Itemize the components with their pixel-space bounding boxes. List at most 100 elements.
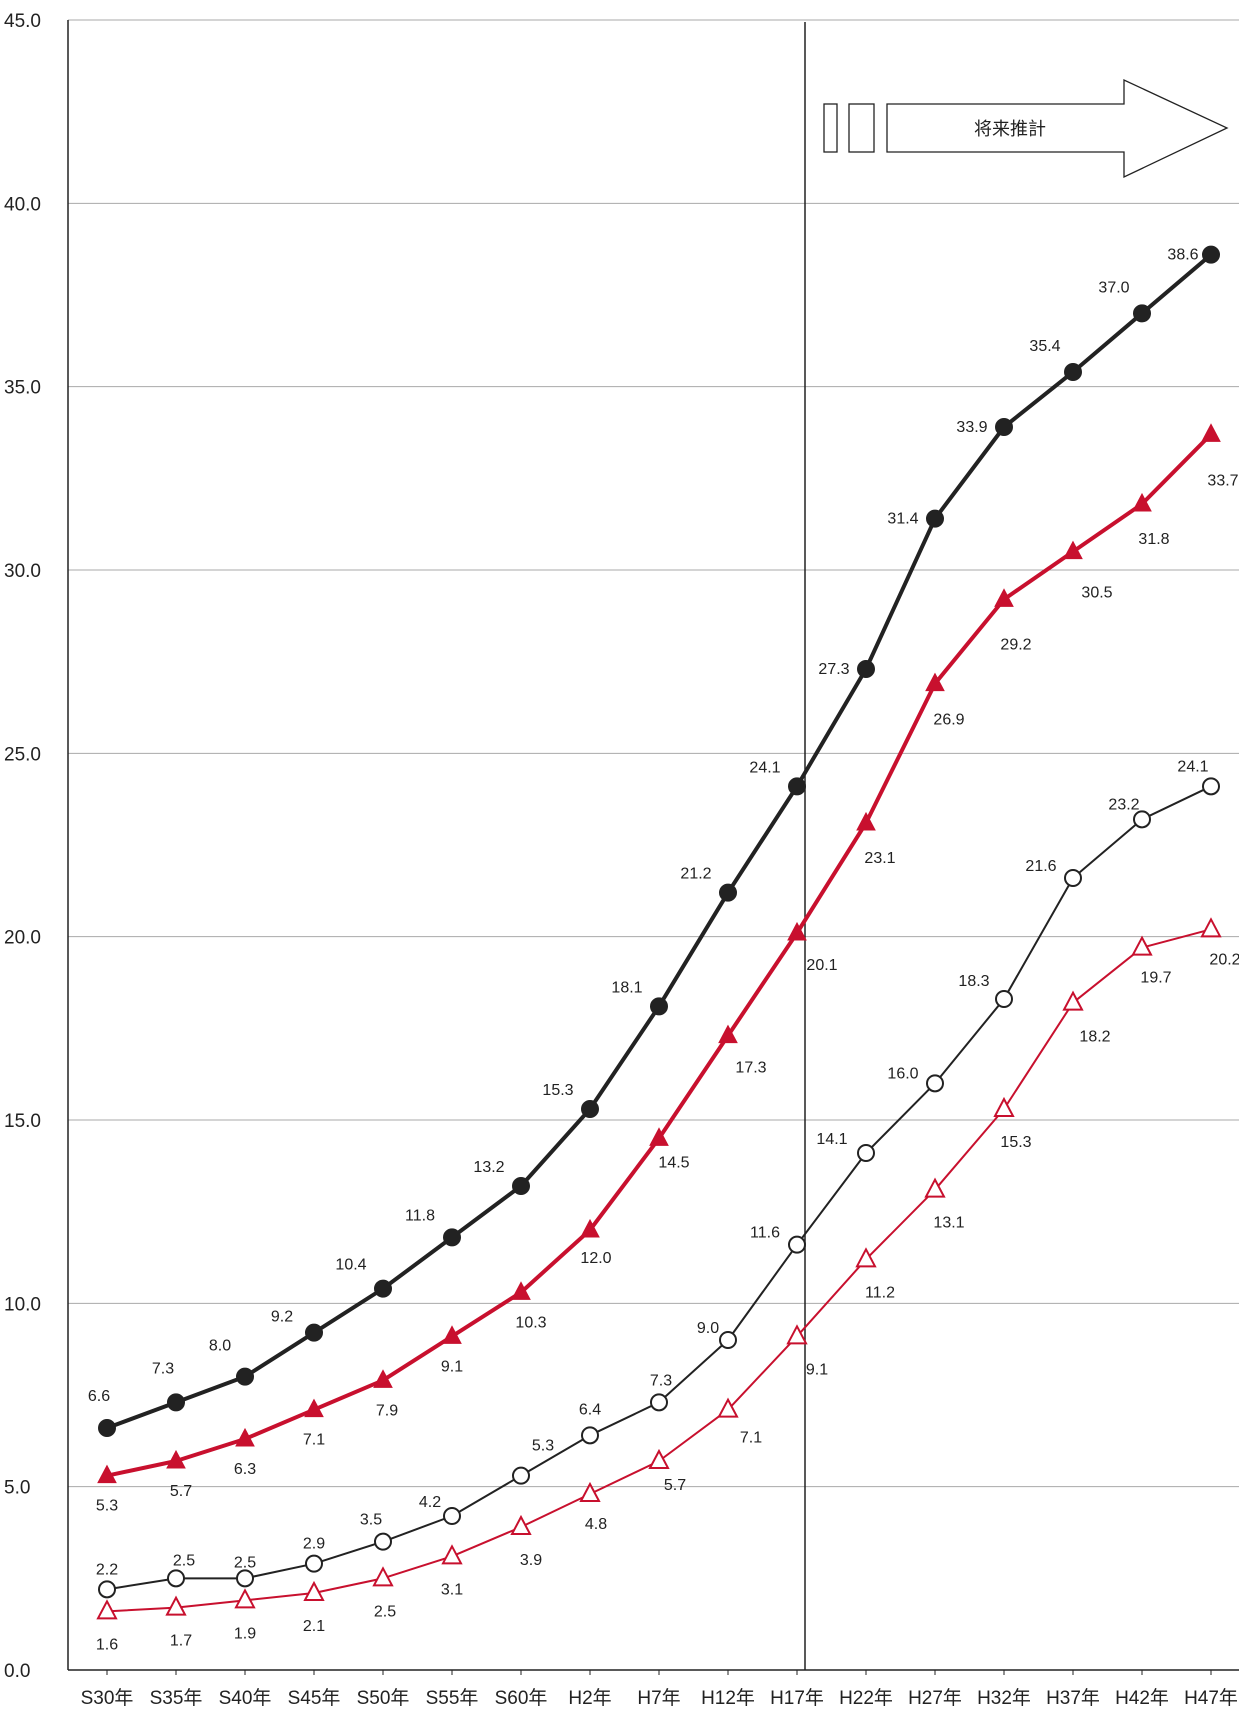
data-label: 38.6 — [1167, 247, 1198, 264]
data-label: 24.1 — [1177, 758, 1208, 775]
x-tick-label: S55年 — [426, 1687, 479, 1708]
data-label: 12.0 — [580, 1250, 611, 1267]
x-tick-label: H7年 — [637, 1687, 680, 1708]
data-label: 21.2 — [680, 866, 711, 883]
projection-arrow — [886, 78, 1229, 179]
projection-arrow-bar — [848, 103, 875, 153]
data-point — [305, 1554, 323, 1573]
data-point — [512, 1177, 530, 1195]
data-point — [648, 1448, 670, 1469]
x-tick-label: S40年 — [219, 1687, 272, 1708]
data-point — [373, 1369, 393, 1388]
data-label: 18.2 — [1079, 1029, 1110, 1046]
data-label: 6.3 — [234, 1461, 256, 1478]
series-group — [96, 245, 1222, 1620]
data-point — [97, 1464, 117, 1484]
data-label: 9.2 — [271, 1309, 293, 1326]
data-point — [650, 997, 668, 1016]
x-tick-label: S35年 — [150, 1687, 203, 1708]
data-point — [1202, 777, 1220, 796]
data-point — [98, 1580, 116, 1599]
data-point — [165, 1595, 187, 1616]
data-label: 33.7 — [1207, 472, 1238, 489]
x-tick-label: H37年 — [1046, 1687, 1100, 1708]
series-line — [106, 928, 1212, 1613]
data-label: 2.2 — [96, 1561, 118, 1578]
data-label: 31.4 — [887, 511, 918, 528]
data-point — [167, 1569, 185, 1588]
data-point — [305, 1323, 323, 1342]
x-tick-label: S50年 — [357, 1687, 410, 1708]
data-label: 14.1 — [816, 1131, 847, 1148]
data-label: 27.3 — [818, 661, 849, 678]
data-label: 18.1 — [611, 979, 642, 996]
series-line — [106, 253, 1213, 1430]
data-point — [786, 1324, 808, 1345]
data-label: 7.9 — [376, 1402, 398, 1419]
data-point — [926, 1074, 944, 1093]
data-point — [717, 1397, 739, 1418]
data-point — [236, 1367, 254, 1386]
data-label: 11.8 — [405, 1207, 435, 1224]
data-point — [1201, 423, 1221, 442]
y-tick-label: 20.0 — [4, 928, 41, 949]
data-label: 2.9 — [303, 1536, 325, 1553]
y-tick-label: 5.0 — [4, 1478, 30, 1499]
x-tick-label: S60年 — [495, 1687, 548, 1708]
data-label: 33.9 — [956, 419, 987, 436]
data-point — [650, 1393, 668, 1412]
data-label: 5.7 — [664, 1477, 686, 1494]
data-label: 23.1 — [864, 850, 895, 867]
data-label: 1.9 — [234, 1625, 256, 1642]
data-point — [234, 1588, 256, 1609]
x-tick-label: H12年 — [701, 1687, 755, 1708]
data-point — [580, 1218, 600, 1238]
data-point — [372, 1566, 394, 1587]
data-point — [1131, 935, 1153, 956]
data-label: 5.7 — [170, 1483, 192, 1500]
data-label: 37.0 — [1098, 279, 1129, 296]
data-label: 20.1 — [806, 957, 837, 974]
data-labels: 6.6 7.3 8.0 9.2 10.4 11.8 13.2 15.3 18.1 21.2 24.1… — [88, 247, 1239, 1654]
data-label: 3.1 — [441, 1581, 463, 1598]
data-point — [926, 509, 944, 528]
data-point — [995, 990, 1013, 1008]
data-label: 21.6 — [1025, 858, 1056, 875]
data-label: 13.2 — [473, 1159, 504, 1176]
data-point — [788, 1235, 806, 1254]
x-tick-label: S30年 — [81, 1687, 134, 1708]
x-tick-label: H17年 — [770, 1687, 824, 1708]
data-point — [303, 1580, 325, 1601]
data-label: 3.9 — [520, 1552, 542, 1569]
data-point — [1133, 304, 1151, 323]
data-point — [994, 588, 1014, 607]
data-point — [1133, 810, 1151, 829]
data-point — [442, 1325, 462, 1344]
data-label: 11.2 — [865, 1284, 895, 1301]
projection-arrow-bar — [823, 103, 838, 153]
y-tick-label: 0.0 — [4, 1661, 30, 1682]
data-label: 10.3 — [515, 1314, 546, 1331]
data-point — [443, 1507, 461, 1525]
data-label: 4.2 — [419, 1494, 441, 1511]
y-tick-label: 40.0 — [4, 194, 41, 215]
data-point — [856, 811, 876, 831]
x-tick-label: H42年 — [1115, 1687, 1169, 1708]
data-point — [374, 1279, 392, 1298]
data-label: 23.2 — [1108, 796, 1139, 813]
data-point — [649, 1127, 669, 1146]
data-label: 16.0 — [887, 1065, 918, 1082]
data-point — [925, 672, 945, 692]
data-label: 7.1 — [740, 1430, 762, 1447]
data-point — [857, 660, 875, 678]
data-point — [1062, 990, 1084, 1011]
data-label: 15.3 — [1000, 1134, 1031, 1151]
data-point — [581, 1426, 599, 1445]
data-point — [1064, 363, 1082, 381]
y-tick-label: 35.0 — [4, 378, 41, 399]
data-point — [1132, 492, 1152, 512]
y-tick-label: 10.0 — [4, 1294, 41, 1315]
y-tick-label: 15.0 — [4, 1111, 41, 1132]
data-point — [236, 1569, 254, 1588]
